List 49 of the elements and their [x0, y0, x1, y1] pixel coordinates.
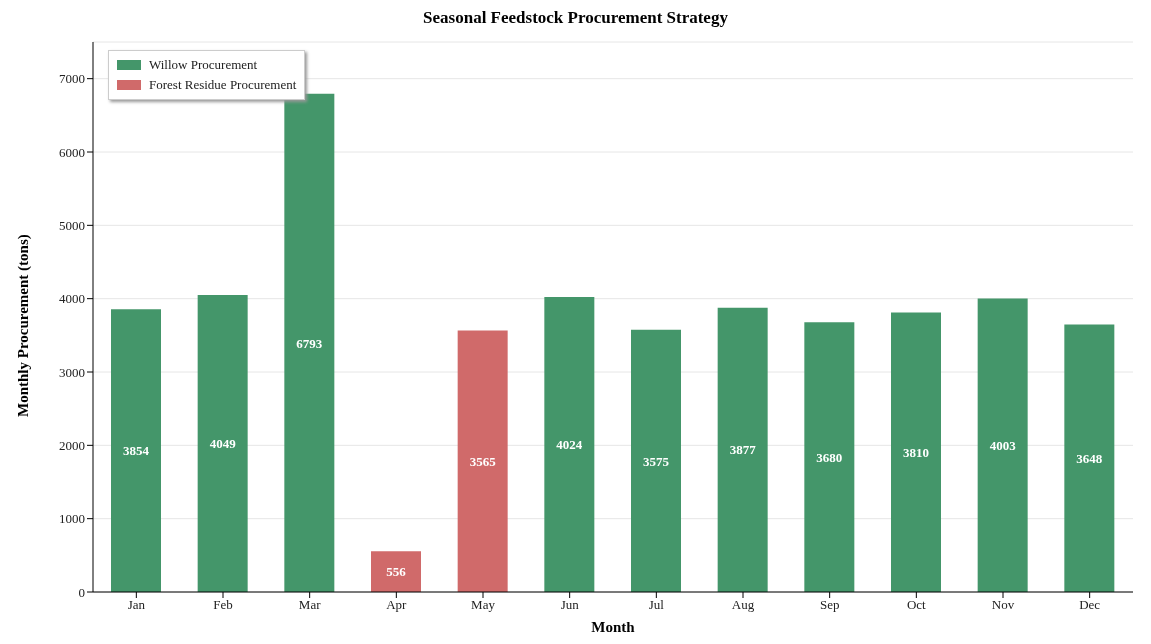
x-tick-label: Apr: [386, 597, 408, 613]
y-axis-title: Monthly Procurement (tons): [15, 234, 33, 417]
bar: [197, 295, 248, 592]
chart-title: Seasonal Feedstock Procurement Strategy: [422, 8, 729, 29]
data-label: 4049: [209, 436, 237, 452]
data-label: 4024: [556, 437, 583, 453]
data-label: 3648: [1076, 450, 1103, 466]
y-tick-label: 5000: [59, 217, 85, 233]
x-tick-label: Sep: [819, 597, 840, 613]
y-tick-label: 3000: [59, 364, 85, 380]
bar: [717, 307, 768, 592]
bar: [977, 298, 1028, 592]
bar: [1064, 324, 1115, 592]
x-tick-label: Jan: [127, 597, 146, 613]
bar: [631, 329, 681, 592]
data-label: 4003: [989, 437, 1017, 453]
data-label: 3565: [469, 453, 497, 469]
data-label: 3877: [729, 442, 757, 458]
bar: [804, 322, 855, 592]
x-tick-label: May: [471, 597, 496, 613]
x-tick-label: Nov: [991, 597, 1015, 613]
x-tick-label: Jun: [560, 597, 580, 613]
bar: [544, 296, 595, 592]
data-label: 3575: [643, 453, 670, 469]
x-tick-label: Oct: [906, 597, 927, 613]
data-label: 3810: [903, 444, 929, 460]
x-tick-label: Mar: [298, 597, 322, 613]
data-label: 6793: [296, 335, 323, 351]
data-label: 556: [386, 564, 407, 580]
x-tick-label: Dec: [1079, 597, 1101, 613]
y-tick-label: 6000: [59, 144, 85, 160]
y-tick-label: 2000: [59, 437, 85, 453]
bar: [284, 93, 335, 592]
bar: [891, 312, 941, 592]
y-tick-label: 0: [78, 584, 85, 600]
x-tick-label: Aug: [731, 597, 755, 613]
x-tick-label: Feb: [213, 597, 233, 613]
x-tick-label: Jul: [648, 597, 665, 613]
data-label: 3680: [816, 449, 843, 465]
y-tick-label: 1000: [59, 511, 85, 527]
y-tick-label: 4000: [59, 291, 85, 307]
bar: [371, 551, 421, 592]
x-axis-title: Month: [591, 619, 636, 635]
bar: [111, 309, 161, 592]
y-tick-label: 7000: [59, 71, 85, 87]
legend-label: Willow Procurement: [149, 56, 258, 74]
data-label: 3854: [123, 443, 150, 459]
bar: [457, 330, 508, 592]
legend-label: Forest Residue Procurement: [149, 76, 297, 94]
